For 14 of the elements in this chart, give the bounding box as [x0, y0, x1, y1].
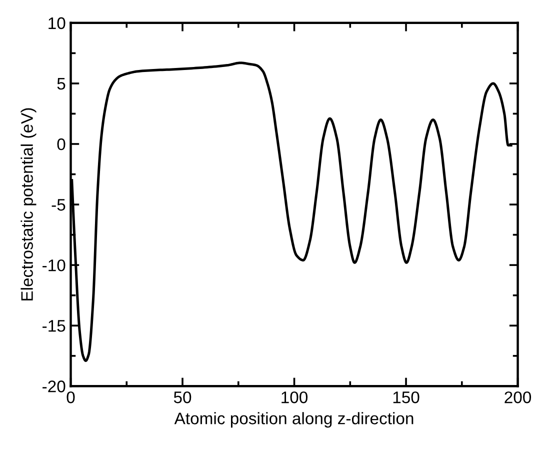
x-tick-label: 200 — [504, 391, 532, 404]
x-tick-label: 100 — [282, 391, 308, 404]
x-axis-title: Atomic position along z-direction — [174, 412, 414, 428]
y-tick-label: -15 — [42, 320, 66, 332]
y-axis-title: Electrostatic potential (eV) — [20, 108, 36, 300]
x-tick-label: 150 — [393, 391, 420, 404]
y-tick-label: 5 — [57, 78, 66, 90]
y-tick-label: -10 — [42, 259, 66, 272]
y-tick-label: -20 — [42, 380, 66, 392]
x-tick-label: 50 — [174, 391, 192, 404]
y-tick-label: -5 — [52, 199, 66, 211]
y-tick-label: 0 — [57, 138, 66, 150]
y-tick-label: 10 — [48, 17, 66, 30]
x-tick-label: 0 — [66, 391, 75, 404]
